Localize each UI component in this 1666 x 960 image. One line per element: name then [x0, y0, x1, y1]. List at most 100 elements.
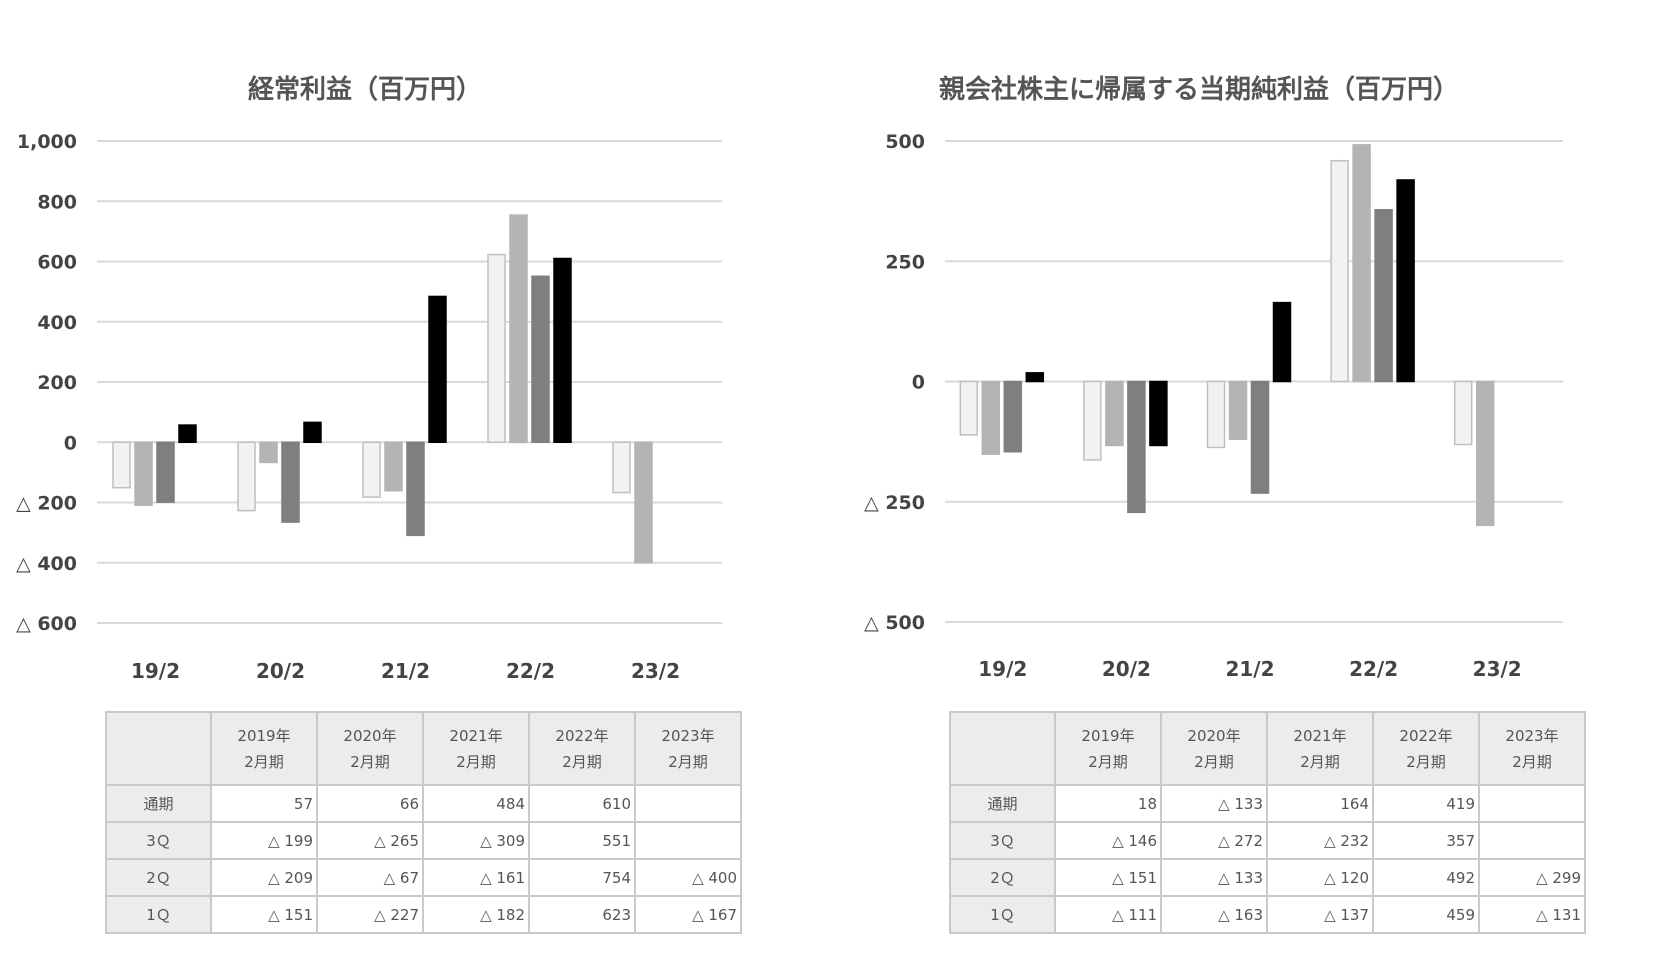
- net-income-table: 2019年 2月期 2020年 2月期 2021年 2月期 2022年 2月期 2023…: [949, 711, 1586, 934]
- row-label: 通期: [949, 784, 1056, 823]
- bar: [509, 214, 528, 443]
- table-cell: △ 133: [1160, 784, 1268, 823]
- bar: [1250, 380, 1270, 494]
- bar: [1330, 159, 1349, 383]
- y-tick-label: 800: [37, 191, 77, 213]
- y-tick-label: △ 400: [16, 553, 77, 575]
- table-cell: △ 265: [316, 821, 424, 860]
- chart-title: 経常利益（百万円）: [248, 74, 482, 105]
- bar: [1352, 144, 1371, 383]
- table-cell: △ 161: [422, 858, 530, 897]
- table-cell: △ 167: [634, 895, 742, 934]
- y-tick-label: 600: [37, 252, 77, 274]
- bar: [362, 441, 381, 498]
- row-label: 1Ｑ: [949, 895, 1056, 934]
- row-label: 3Ｑ: [105, 821, 212, 860]
- column-header-2021: 2021年 2月期: [1266, 711, 1374, 786]
- row-label: 通期: [105, 784, 212, 823]
- table-row-1q: 1Ｑ △ 151 △ 227 △ 182 623 △ 167: [105, 895, 742, 934]
- bar: [406, 441, 425, 537]
- table-cell: 610: [528, 784, 636, 823]
- table-header-row: 2019年 2月期 2020年 2月期 2021年 2月期 2022年 2月期 2023…: [105, 711, 742, 786]
- table-cell: 754: [528, 858, 636, 897]
- column-header-2020: 2020年 2月期: [1160, 711, 1268, 786]
- table-cell: △ 209: [210, 858, 318, 897]
- bar: [1105, 380, 1124, 447]
- bar: [428, 295, 447, 443]
- y-tick-label: 500: [885, 131, 925, 153]
- x-tick-label: 21/2: [1225, 657, 1274, 681]
- table-cell: 484: [422, 784, 530, 823]
- table-corner-cell: [949, 711, 1056, 786]
- table-cell: △ 67: [316, 858, 424, 897]
- row-label: 3Ｑ: [949, 821, 1056, 860]
- bar: [1083, 380, 1102, 461]
- bar: [303, 421, 322, 443]
- y-tick-label: △ 200: [16, 493, 77, 515]
- bar: [612, 441, 631, 494]
- table-cell: △ 309: [422, 821, 530, 860]
- table-cell: 164: [1266, 784, 1374, 823]
- table-cell: [1478, 821, 1586, 860]
- x-tick-label: 23/2: [1473, 657, 1522, 681]
- bar: [237, 441, 256, 512]
- row-label: 1Ｑ: [105, 895, 212, 934]
- x-tick-label: 20/2: [256, 659, 305, 683]
- bar: [112, 441, 131, 489]
- table-cell: △ 137: [1266, 895, 1374, 934]
- bar: [134, 441, 153, 506]
- ordinary-profit-panel: 経常利益（百万円） 1,000 800 600 400 200 0 △ 200 △ 400 △ …: [16, 74, 742, 934]
- bar: [487, 253, 506, 443]
- bar: [1475, 380, 1495, 527]
- table-cell: 18: [1054, 784, 1162, 823]
- table-cell: [1478, 784, 1586, 823]
- table-cell: 623: [528, 895, 636, 934]
- table-cell: △ 131: [1478, 895, 1586, 934]
- table-cell: 66: [316, 784, 424, 823]
- bar: [1453, 380, 1473, 446]
- table-cell: △ 227: [316, 895, 424, 934]
- table-cell: [634, 784, 742, 823]
- y-tick-label: 250: [885, 251, 925, 273]
- table-cell: 459: [1372, 895, 1480, 934]
- column-header-2019: 2019年 2月期: [210, 711, 318, 786]
- bar: [1228, 380, 1248, 440]
- bar: [281, 441, 300, 523]
- bar: [1272, 301, 1292, 383]
- net-income-panel: 親会社株主に帰属する当期純利益（百万円） 500 250 0 △ 250 △ 500 19…: [833, 0, 1666, 960]
- bar: [553, 257, 572, 443]
- table-corner-cell: [105, 711, 212, 786]
- table-row-full-year: 通期 18 △ 133 164 419: [949, 784, 1586, 823]
- column-header-2021: 2021年 2月期: [422, 711, 530, 786]
- y-tick-label: 0: [912, 372, 925, 394]
- table-cell: △ 400: [634, 858, 742, 897]
- bar: [1025, 372, 1045, 383]
- y-tick-label: △ 500: [864, 612, 925, 634]
- y-tick-label: 400: [37, 312, 77, 334]
- bar: [959, 380, 979, 436]
- table-cell: 57: [210, 784, 318, 823]
- bar: [384, 441, 403, 492]
- bar: [1396, 179, 1415, 383]
- table-cell: △ 151: [210, 895, 318, 934]
- x-tick-label: 19/2: [131, 659, 180, 683]
- table-cell: △ 232: [1266, 821, 1374, 860]
- x-tick-label: 20/2: [1102, 657, 1151, 681]
- table-cell: △ 133: [1160, 858, 1268, 897]
- table-row-3q: 3Ｑ △ 199 △ 265 △ 309 551: [105, 821, 742, 860]
- x-tick-label: 22/2: [506, 659, 555, 683]
- ordinary-profit-table: 2019年 2月期 2020年 2月期 2021年 2月期 2022年 2月期 2023…: [105, 711, 742, 934]
- bar: [1003, 380, 1023, 453]
- table-cell: △ 146: [1054, 821, 1162, 860]
- table-cell: △ 272: [1160, 821, 1268, 860]
- table-header-row: 2019年 2月期 2020年 2月期 2021年 2月期 2022年 2月期 2023…: [949, 711, 1586, 786]
- bar: [259, 441, 278, 464]
- table-row-1q: 1Ｑ △ 111 △ 163 △ 137 459 △ 131: [949, 895, 1586, 934]
- table-cell: 551: [528, 821, 636, 860]
- table-cell: 419: [1372, 784, 1480, 823]
- row-label: 2Ｑ: [105, 858, 212, 897]
- column-header-2022: 2022年 2月期: [528, 711, 636, 786]
- column-header-2020: 2020年 2月期: [316, 711, 424, 786]
- table-row-3q: 3Ｑ △ 146 △ 272 △ 232 357: [949, 821, 1586, 860]
- x-tick-label: 19/2: [978, 657, 1027, 681]
